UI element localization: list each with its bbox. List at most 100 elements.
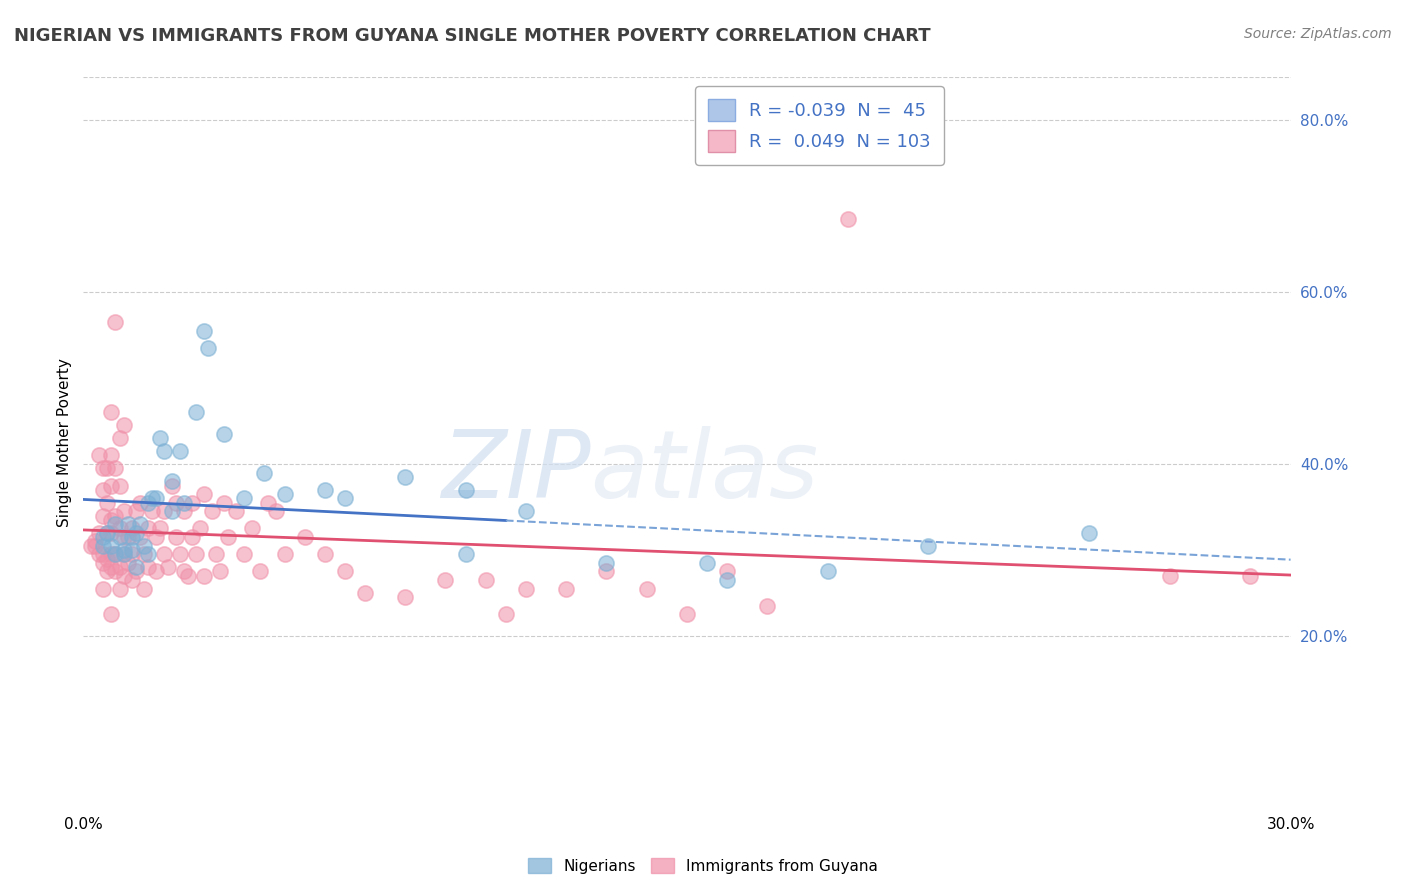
Point [89,525,111,540]
Point [193,568,215,582]
Point [112,504,135,518]
Point [104,508,127,523]
Point [121,530,143,544]
Point [124,565,146,579]
Y-axis label: Single Mother Poverty: Single Mother Poverty [58,358,72,527]
Point [156,560,179,574]
Point [128,517,150,532]
Point [136,521,159,535]
Point [89,547,111,561]
Point [225,504,247,518]
Point [193,324,215,338]
Point [273,547,295,561]
Point [93,582,115,596]
Point [184,405,207,419]
Point [253,466,276,480]
Point [716,573,738,587]
Point [100,539,122,553]
Point [193,487,215,501]
Point [917,539,939,553]
Point [205,547,228,561]
Point [84,534,107,549]
Point [515,582,537,596]
Point [240,521,263,535]
Point [108,478,131,492]
Point [212,496,235,510]
Point [454,547,477,561]
Point [100,547,122,561]
Point [152,547,174,561]
Point [100,560,122,574]
Point [112,547,135,561]
Point [696,556,718,570]
Point [149,521,172,535]
Point [165,530,187,544]
Point [121,547,143,561]
Point [132,539,155,553]
Point [93,547,115,561]
Point [117,530,139,544]
Point [112,530,135,544]
Point [93,530,115,544]
Point [108,521,131,535]
Point [128,530,150,544]
Point [112,568,135,582]
Point [209,565,232,579]
Point [93,508,115,523]
Text: Source: ZipAtlas.com: Source: ZipAtlas.com [1244,27,1392,41]
Point [100,449,122,463]
Legend: Nigerians, Immigrants from Guyana: Nigerians, Immigrants from Guyana [522,852,884,880]
Point [294,530,316,544]
Point [184,547,207,561]
Point [104,547,127,561]
Point [124,525,146,540]
Point [93,556,115,570]
Point [454,483,477,497]
Point [333,491,356,506]
Point [104,461,127,475]
Point [80,539,103,553]
Point [1159,568,1181,582]
Point [96,461,118,475]
Point [160,474,183,488]
Point [141,504,163,518]
Point [136,547,159,561]
Point [124,504,146,518]
Point [273,487,295,501]
Point [257,496,280,510]
Point [160,504,183,518]
Point [160,478,183,492]
Point [837,212,859,227]
Point [676,607,699,622]
Legend: R = -0.039  N =  45, R =  0.049  N = 103: R = -0.039 N = 45, R = 0.049 N = 103 [695,87,943,165]
Point [121,543,143,558]
Point [96,525,118,540]
Point [266,504,288,518]
Point [100,405,122,419]
Point [112,547,135,561]
Point [212,427,235,442]
Point [177,568,200,582]
Point [354,586,377,600]
Point [132,582,155,596]
Text: ZIP: ZIP [440,426,591,517]
Point [112,543,135,558]
Point [817,565,839,579]
Point [136,560,159,574]
Point [100,607,122,622]
Point [636,582,658,596]
Point [495,607,517,622]
Point [152,504,174,518]
Point [121,573,143,587]
Point [89,449,111,463]
Point [555,582,578,596]
Point [136,496,159,510]
Point [141,491,163,506]
Point [104,547,127,561]
Point [96,525,118,540]
Point [233,547,256,561]
Point [233,491,256,506]
Point [104,565,127,579]
Point [173,504,195,518]
Point [152,444,174,458]
